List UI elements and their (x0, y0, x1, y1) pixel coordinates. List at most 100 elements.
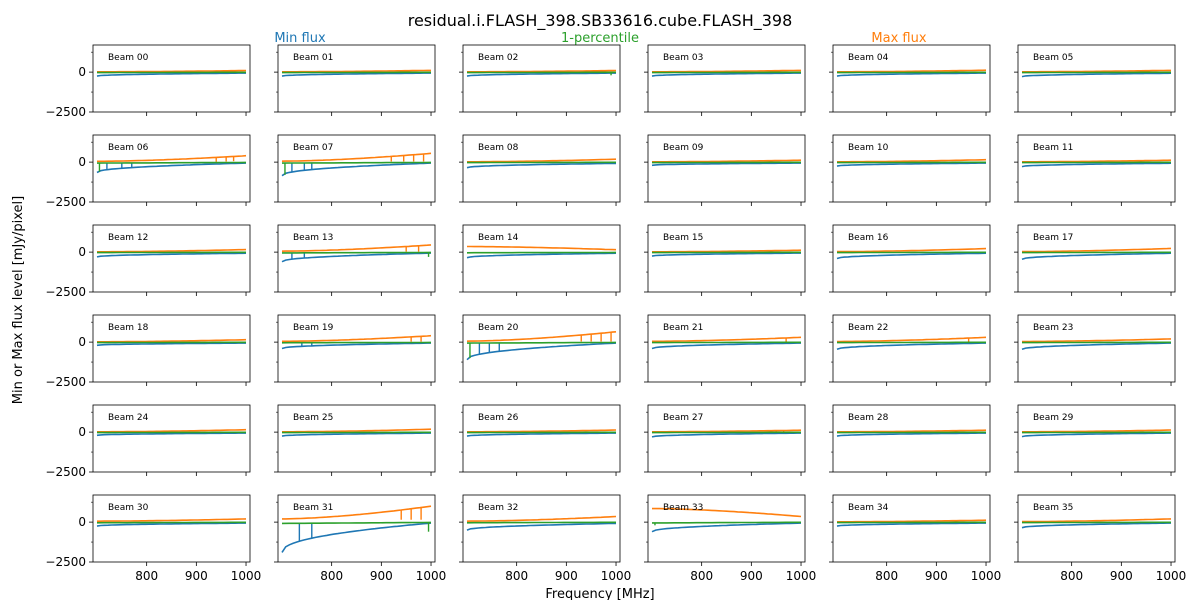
panel-beam-25: Beam 25 (274, 404, 436, 476)
min-flux-line (651, 162, 801, 167)
panel-beam-23: Beam 23 (1014, 314, 1176, 386)
max-flux-line (837, 158, 987, 163)
panel-beam-07: Beam 07 (274, 134, 436, 206)
max-flux-line (467, 245, 617, 251)
panel-beam-02: Beam 02 (459, 44, 621, 116)
max-flux-line (282, 428, 432, 433)
figure-title: residual.i.FLASH_398.SB33616.cube.FLASH_… (408, 11, 793, 31)
panel-frame (647, 404, 806, 473)
min-flux-line (96, 432, 246, 437)
panel-frame (832, 224, 991, 293)
y-tick-label: 0 (78, 65, 86, 79)
panel-frame (92, 44, 251, 113)
panel-label: Beam 31 (293, 503, 333, 513)
panel-frame (462, 494, 621, 563)
panel-label: Beam 03 (663, 53, 703, 63)
p1-line (466, 341, 617, 344)
panel-beam-04: Beam 04 (829, 44, 991, 116)
legend-min-flux: Min flux (274, 31, 326, 46)
x-tick-label: 800 (320, 569, 343, 583)
max-flux-line (282, 505, 432, 520)
min-flux-line (96, 522, 246, 527)
panel-label: Beam 19 (293, 323, 334, 333)
min-flux-line (836, 252, 987, 260)
min-flux-line (96, 72, 246, 77)
min-flux-line (651, 252, 801, 257)
panel-beam-13: Beam 13 (274, 224, 436, 296)
max-flux-line (837, 336, 987, 343)
panel-frame (462, 134, 621, 203)
panel-beam-33: 800 900 1000 Beam 33 (644, 494, 816, 583)
panel-label: Beam 17 (1033, 233, 1073, 243)
max-flux-line (97, 248, 247, 253)
panel-beam-06: 0 −2500 Beam 06 (45, 134, 251, 209)
panel-frame (1017, 134, 1176, 203)
x-tick-label: 800 (875, 569, 898, 583)
max-flux-line (466, 331, 617, 342)
max-flux-line (281, 152, 432, 162)
panel-frame (832, 404, 991, 473)
min-flux-line (836, 432, 986, 437)
panel-label: Beam 26 (478, 413, 519, 423)
panel-beam-22: Beam 22 (829, 314, 991, 386)
min-flux-line (466, 342, 617, 361)
y-axis-label: Min or Max flux level [mJy/pixel] (11, 196, 26, 404)
y-tick-label: 0 (78, 425, 86, 439)
min-flux-line (836, 72, 986, 77)
panel-frame (832, 314, 991, 383)
panel-label: Beam 11 (1033, 143, 1073, 153)
max-flux-line (652, 159, 802, 163)
panel-label: Beam 05 (1033, 53, 1073, 63)
max-flux-line (837, 429, 987, 433)
panel-beam-34: 800 900 1000 Beam 34 (829, 494, 1001, 583)
panel-beam-35: 800 900 1000 Beam 35 (1014, 494, 1186, 583)
panel-beam-18: 0 −2500 Beam 18 (45, 314, 251, 389)
legend-max-flux: Max flux (871, 31, 926, 46)
panel-frame (647, 44, 806, 113)
panel-label: Beam 35 (1033, 503, 1073, 513)
panel-beam-32: 800 900 1000 Beam 32 (459, 494, 631, 583)
min-flux-line (96, 342, 246, 347)
panel-label: Beam 02 (478, 53, 518, 63)
panel-frame (92, 404, 251, 473)
y-tick-label: 0 (78, 515, 86, 529)
min-flux-line (651, 342, 801, 350)
x-tick-label: 1000 (416, 569, 447, 583)
panel-beam-00: 0 −2500 Beam 00 (45, 44, 251, 119)
max-flux-line (837, 69, 987, 73)
panel-beam-11: Beam 11 (1014, 134, 1176, 206)
panel-label: Beam 16 (848, 233, 889, 243)
panel-frame (92, 224, 251, 293)
panel-beam-01: Beam 01 (274, 44, 436, 116)
max-flux-line (1022, 518, 1172, 523)
panel-label: Beam 01 (293, 53, 333, 63)
panel-frame (277, 404, 436, 473)
min-flux-line (281, 522, 432, 553)
max-flux-line (282, 69, 431, 73)
min-flux-line (466, 432, 616, 437)
panel-frame (832, 44, 991, 113)
panel-label: Beam 06 (108, 143, 149, 153)
min-flux-line (466, 252, 617, 259)
max-flux-line (837, 247, 987, 253)
max-flux-line (652, 69, 801, 73)
min-flux-line (1021, 342, 1171, 351)
x-tick-label: 800 (690, 569, 713, 583)
x-tick-label: 900 (555, 569, 578, 583)
panel-frame (277, 44, 436, 113)
max-flux-line (1022, 159, 1172, 163)
panel-frame (92, 314, 251, 383)
y-tick-label: 0 (78, 335, 86, 349)
x-axis-label: Frequency [MHz] (545, 587, 654, 600)
panel-label: Beam 30 (108, 503, 149, 513)
panel-beam-14: Beam 14 (459, 224, 621, 296)
min-flux-line (466, 162, 616, 169)
y-tick-label: −2500 (45, 105, 86, 119)
max-flux-line (97, 338, 247, 343)
min-flux-line (281, 162, 432, 177)
panel-beam-29: Beam 29 (1014, 404, 1176, 476)
p1-line (281, 161, 432, 164)
panel-label: Beam 18 (108, 323, 149, 333)
max-flux-line (652, 507, 802, 518)
